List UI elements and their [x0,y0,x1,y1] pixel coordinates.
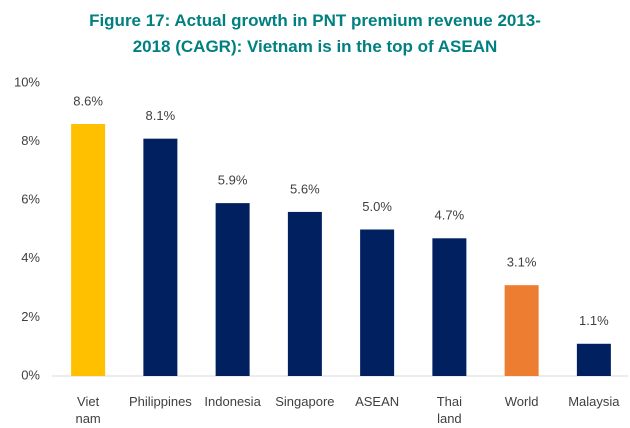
bar [576,343,611,376]
bar [504,285,539,376]
x-tick-label: Singapore [275,394,335,409]
y-tick-label: 8% [21,133,40,148]
value-label: 3.1% [507,255,537,270]
chart-title: Figure 17: Actual growth in PNT premium … [89,11,541,56]
bar [360,229,395,376]
value-label: 5.6% [290,181,320,196]
y-tick-label: 4% [21,250,40,265]
y-tick-label: 6% [21,192,40,207]
value-label: 4.7% [435,208,465,223]
x-tick-label: Viet nam [75,394,101,426]
bar [143,138,178,376]
value-label: 8.6% [73,93,103,108]
value-label: 1.1% [579,313,609,328]
bar [71,124,106,377]
x-tick-label: ASEAN [355,394,400,409]
x-tick-label: Thai land [436,394,463,426]
x-tick-label: Indonesia [204,394,261,409]
value-label: 5.9% [218,173,248,188]
x-tick-label: Philippines [128,394,192,409]
bar [432,238,467,376]
value-label: 5.0% [362,199,392,214]
x-tick-label: World [504,394,539,409]
bar [215,203,250,376]
y-tick-label: 2% [21,309,40,324]
y-tick-label: 10% [14,74,40,89]
bar [287,211,322,376]
y-tick-label: 0% [21,367,40,382]
x-tick-label: Malaysia [568,394,620,409]
value-label: 8.1% [146,108,176,123]
